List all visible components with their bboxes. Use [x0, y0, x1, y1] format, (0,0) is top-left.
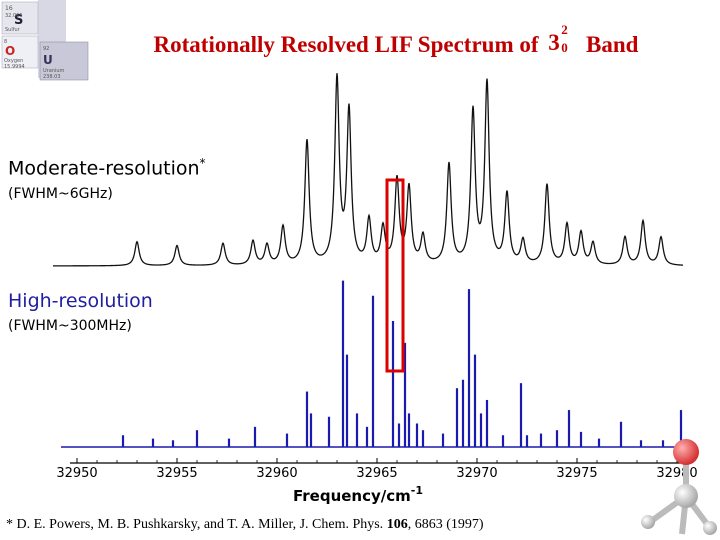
band-subscript: 0: [561, 40, 568, 55]
high-resolution-series: [61, 280, 690, 448]
x-axis-label-exponent: -1: [411, 484, 423, 497]
logo-name-uranium: Uranium: [43, 68, 65, 74]
moderate-resolution-series: [53, 73, 684, 267]
logo-number-oxygen: 8: [4, 39, 7, 45]
moderate-peak-25: [660, 237, 663, 240]
logo-number-sulfur: 16: [5, 5, 13, 12]
moderate-peak-16: [486, 85, 489, 88]
x-tick-label-0: 32950: [56, 466, 97, 481]
logo-mass-uranium: 238.03: [43, 74, 61, 80]
footnote-volume: 106: [386, 517, 408, 532]
moderate-peak-23: [624, 237, 627, 240]
x-tick-label-2: 32960: [256, 466, 297, 481]
band-notation: 3 2 0: [548, 22, 576, 56]
moderate-peak-14: [448, 165, 451, 168]
logo-mass-oxygen: 15.9994: [4, 64, 25, 70]
moderate-peak-3: [252, 241, 255, 244]
title-text: Rotationally Resolved LIF Spectrum of: [153, 32, 539, 57]
moderate-peak-21: [580, 233, 583, 236]
logo-mass-sulfur: 32.065: [5, 13, 23, 19]
logo-symbol-oxygen: O: [5, 44, 15, 58]
molecule-icon: [641, 439, 717, 535]
moderate-peak-10: [382, 229, 385, 232]
moderate-peak-9: [368, 221, 371, 224]
moderate-peak-2: [222, 243, 225, 246]
slide-title: Rotationally Resolved LIF Spectrum of 3 …: [96, 22, 696, 58]
x-tick-label-4: 32970: [456, 466, 497, 481]
moderate-fwhm-label: (FWHM~6GHz): [8, 186, 113, 202]
logo-name-oxygen: Oxygen: [4, 58, 23, 64]
moderate-peak-0: [136, 241, 139, 244]
moderate-peak-22: [592, 243, 595, 246]
x-tick-label-1: 32955: [156, 466, 197, 481]
x-tick-label-3: 32965: [356, 466, 397, 481]
moderate-peak-13: [422, 237, 425, 240]
frequency-axis: 32950 32955 32960 32965 32970 32975 32980: [56, 458, 698, 481]
logo-number-uranium: 92: [43, 46, 49, 52]
moderate-peak-7: [336, 81, 339, 84]
moderate-resolution-label: Moderate-resolution*: [8, 156, 206, 179]
x-axis-label-text: Frequency/cm: [293, 487, 411, 505]
band-base: 3: [548, 30, 560, 55]
moderate-peak-20: [566, 225, 569, 228]
moderate-peak-4: [266, 245, 269, 248]
moderate-peak-5: [282, 227, 285, 230]
reference-footnote: * D. E. Powers, M. B. Pushkarsky, and T.…: [6, 517, 484, 533]
moderate-peak-24: [642, 221, 645, 224]
footnote-pages: , 6863 (1997): [407, 517, 484, 532]
title-suffix: Band: [586, 32, 639, 57]
x-axis-label: Frequency/cm-1: [293, 484, 423, 505]
moderate-peak-19: [546, 185, 549, 188]
logo-tile-oxygen: [1, 35, 39, 69]
moderate-peak-15: [472, 113, 475, 116]
moderate-peak-8: [348, 113, 351, 116]
moderate-peak-17: [506, 195, 509, 198]
high-fwhm-label: (FWHM~300MHz): [8, 318, 132, 334]
footnote-text: * D. E. Powers, M. B. Pushkarsky, and T.…: [6, 517, 384, 532]
moderate-resolution-text: Moderate-resolution: [8, 157, 200, 180]
logo-tile-uranium: [39, 41, 89, 81]
moderate-peak-12: [408, 189, 411, 192]
logo-symbol-sulfur: S: [14, 13, 23, 28]
footnote-marker: *: [199, 156, 206, 170]
logo-name-sulfur: Sulfur: [5, 27, 21, 33]
moderate-peak-18: [522, 241, 525, 244]
logo-symbol-uranium: U: [43, 53, 53, 67]
periodic-table-logo: 16 S Sulfur 8 O Oxygen 15.9994 92 U Uran…: [1, 0, 89, 81]
logo-tile-sulfur: [1, 1, 39, 35]
x-tick-label-5: 32975: [556, 466, 597, 481]
moderate-peak-6: [306, 141, 309, 144]
moderate-peak-1: [176, 245, 179, 248]
high-resolution-label: High-resolution: [8, 290, 153, 312]
highlight-box: [385, 178, 405, 373]
band-superscript: 2: [561, 22, 568, 37]
moderate-resolution-trace: [53, 73, 684, 267]
